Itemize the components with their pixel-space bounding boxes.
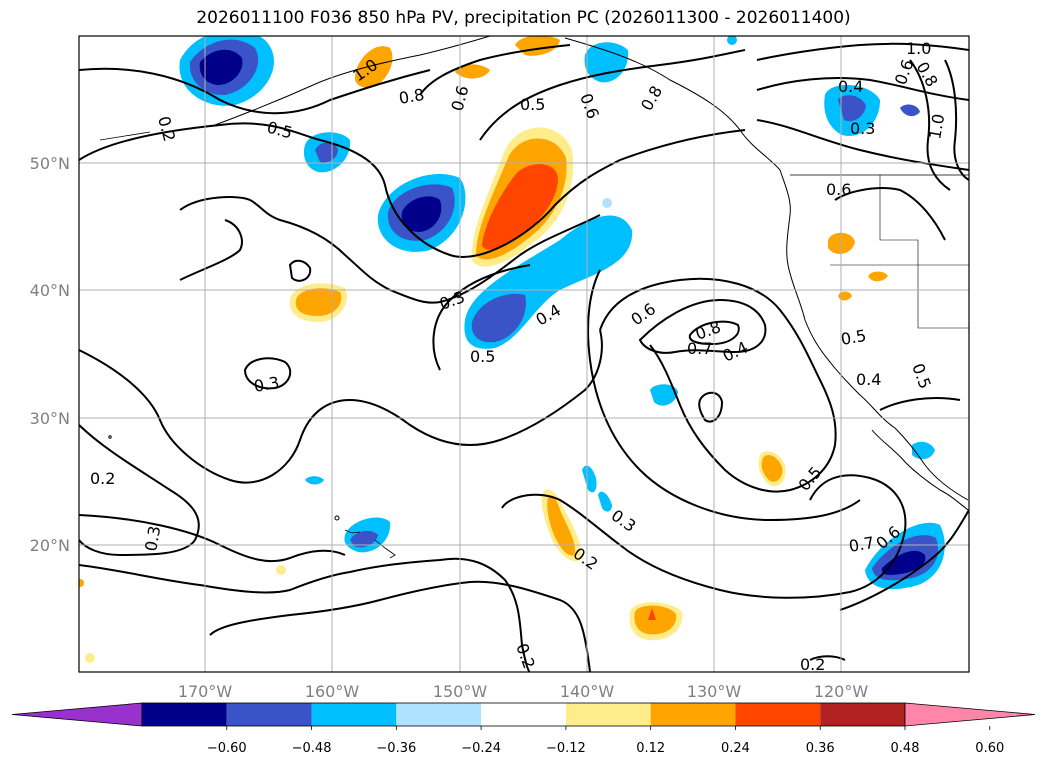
colorbar-extend-min [11,702,143,727]
contour-label: 0.4 [838,77,863,96]
colorbar-tick-label: −0.24 [461,741,501,756]
colorbar-tick-label: −0.48 [292,741,332,756]
lon-label: 130°W [687,682,742,701]
colorbar-ticks: −0.60 −0.48 −0.36 −0.24 −0.12 0.12 0.24 0.36 0.4… [207,726,1004,756]
contour-label: 0.7 [847,533,875,556]
colorbar-segments [11,702,1036,727]
colorbar-segment [226,703,312,726]
pv-contours [79,42,969,672]
colorbar-tick-label: 0.12 [636,741,665,756]
map-frame [78,35,970,673]
colorbar-segment [565,703,651,726]
coastlines [99,36,969,559]
lon-label: 120°W [814,682,869,701]
colorbar-segment [311,703,397,726]
colorbar-tick-label: −0.12 [546,741,586,756]
contour-label: 1.0 [906,39,931,58]
colorbar-tick-label: −0.60 [207,741,247,756]
colorbar-tick-label: 0.24 [721,741,750,756]
map-title: 2026011100 F036 850 hPa PV, precipitatio… [196,8,851,28]
lat-label: 30°N [30,409,70,428]
contour-label: 0.2 [90,469,115,488]
contour-label: 0.5 [470,347,495,366]
contour-label: 0.7 [687,339,712,358]
lat-label: 40°N [30,281,70,300]
lat-label: 20°N [30,536,70,555]
contour-label: 0.3 [850,119,875,138]
contour-label: 0.4 [856,370,881,389]
contour-label: 0.6 [826,180,851,199]
colorbar-tick-label: 0.60 [975,741,1004,756]
contour-label: 0.3 [252,373,280,396]
colorbar-extend-max [904,702,1036,727]
lat-label: 50°N [30,154,70,173]
colorbar-segment [820,703,905,726]
colorbar-segment [142,703,227,726]
contour-label: 1.0 [925,112,948,140]
lon-labels: 170°W 160°W 150°W 140°W 130°W 120°W [178,682,869,701]
colorbar-segment [735,703,821,726]
contour-label: 0.5 [520,95,545,114]
colorbar-segment [396,703,482,726]
contour-label: 0.8 [397,85,425,108]
contour-label: 0.2 [800,655,825,674]
colorbar-segment [481,703,566,726]
colorbar-tick-label: 0.48 [891,741,920,756]
colorbar-segment [650,703,736,726]
lat-labels: 50°N 40°N 30°N 20°N [30,154,70,555]
lon-label: 150°W [433,682,488,701]
lon-label: 160°W [305,682,360,701]
lon-label: 140°W [560,682,615,701]
colorbar-tick-label: −0.36 [376,741,416,756]
contour-label: 0.5 [839,326,867,349]
precip-shading [79,36,945,663]
colorbar-tick-label: 0.36 [806,741,835,756]
colorbar: −0.60 −0.48 −0.36 −0.24 −0.12 0.12 0.24 0.36 0.4… [11,702,1036,756]
contour-label: 0.3 [141,524,164,552]
map-panel: 1.0 0.8 0.5 0.6 0.2 0.5 0.6 0.8 0.4 0.3 … [79,36,969,674]
lon-label: 170°W [178,682,233,701]
graticule [79,36,969,672]
